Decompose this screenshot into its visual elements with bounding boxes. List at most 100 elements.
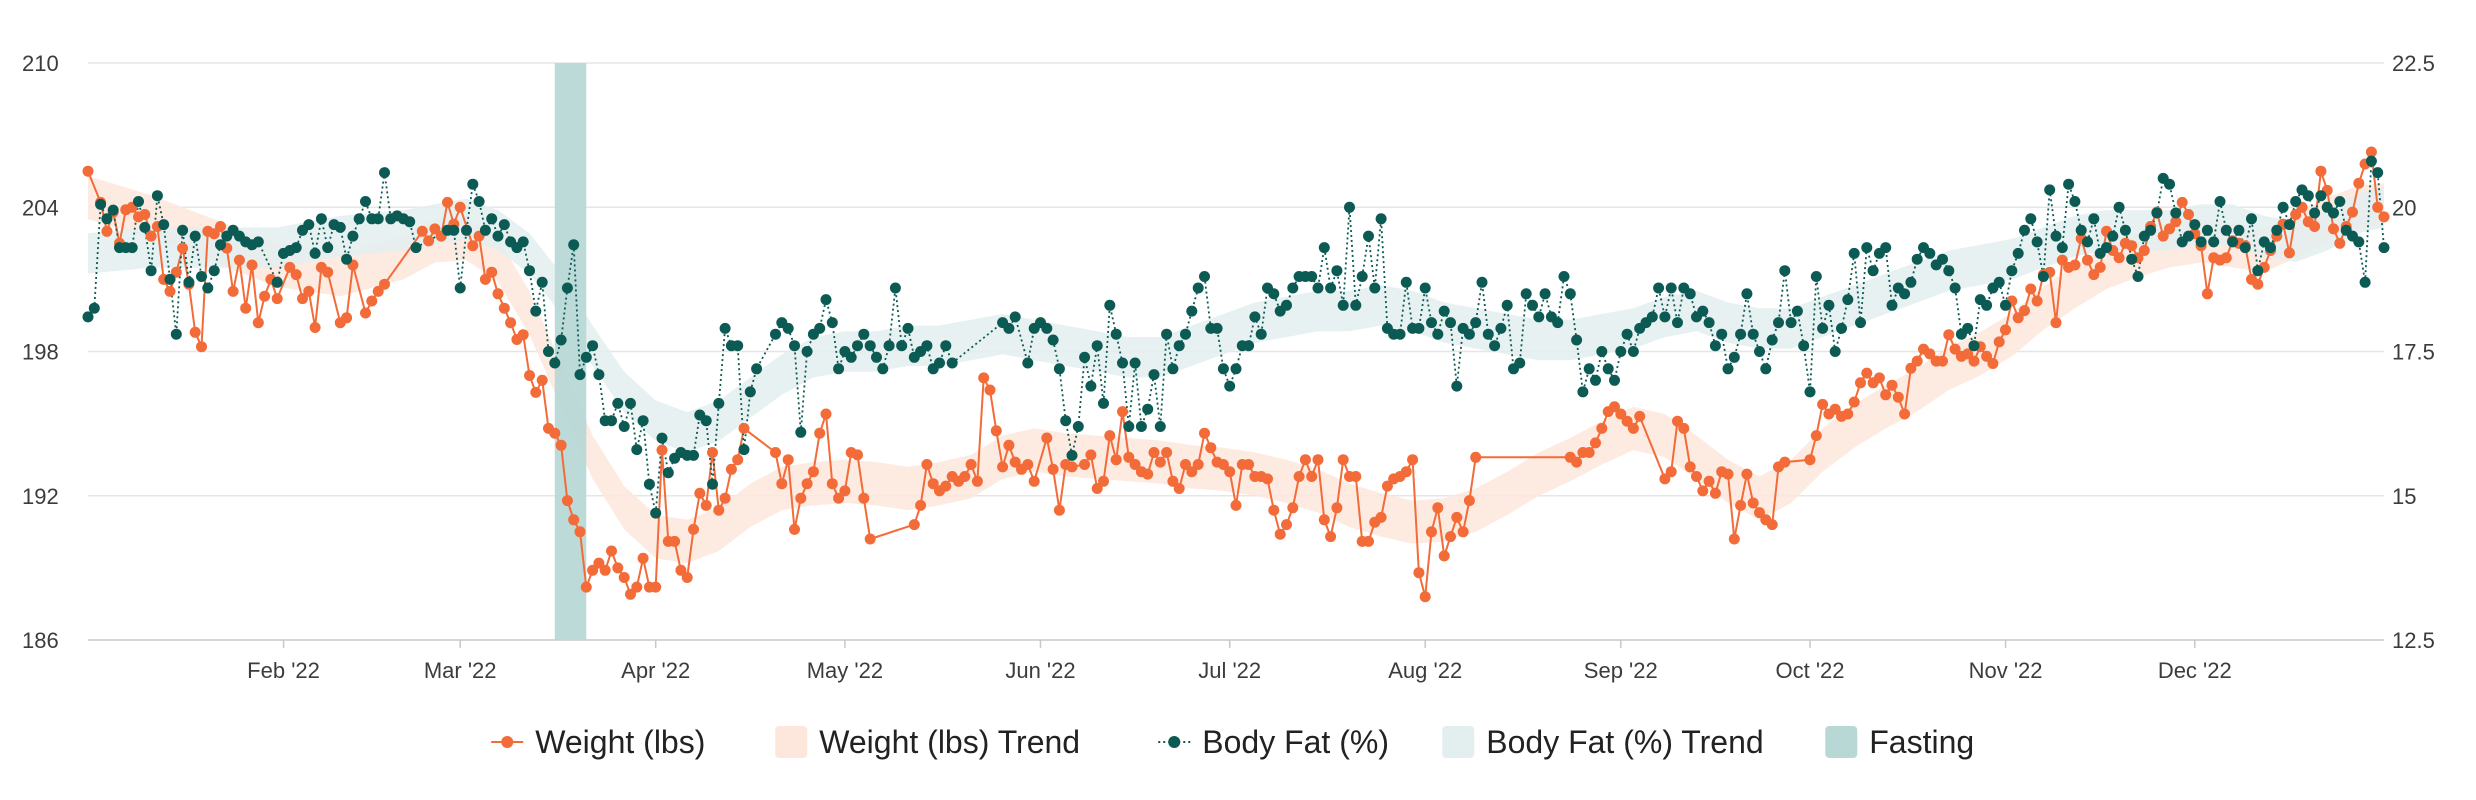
data-point[interactable] [2000, 324, 2011, 336]
data-point[interactable] [158, 219, 170, 231]
data-point[interactable] [2132, 271, 2144, 282]
data-point[interactable] [1009, 456, 1021, 468]
data-point[interactable] [1066, 461, 1078, 473]
data-point[interactable] [1615, 408, 1627, 420]
data-point[interactable] [145, 230, 157, 242]
data-point[interactable] [1937, 355, 1948, 367]
data-point[interactable] [2220, 224, 2232, 236]
data-point[interactable] [290, 242, 302, 254]
data-point[interactable] [1400, 466, 1412, 478]
data-point[interactable] [2328, 207, 2339, 219]
data-point[interactable] [517, 236, 529, 248]
data-point[interactable] [2378, 242, 2390, 254]
data-point[interactable] [2189, 219, 2201, 231]
data-point[interactable] [1798, 340, 1810, 352]
data-point[interactable] [1022, 357, 1034, 369]
data-point[interactable] [1773, 317, 1784, 329]
data-point[interactable] [315, 213, 327, 225]
data-point[interactable] [694, 487, 706, 499]
data-point[interactable] [606, 415, 617, 427]
data-point[interactable] [1400, 276, 1412, 288]
data-point[interactable] [656, 444, 668, 456]
data-point[interactable] [1167, 363, 1179, 375]
data-point[interactable] [1438, 305, 1450, 317]
data-point[interactable] [2069, 196, 2081, 207]
data-point[interactable] [1829, 346, 1841, 357]
data-point[interactable] [858, 492, 870, 504]
legend-item-body-fat[interactable]: Body Fat (%) [1158, 724, 1389, 760]
data-point[interactable] [196, 271, 207, 282]
data-point[interactable] [826, 317, 838, 329]
data-point[interactable] [2012, 312, 2024, 324]
data-point[interactable] [1823, 299, 1835, 311]
data-point[interactable] [770, 328, 781, 340]
data-point[interactable] [2094, 261, 2106, 273]
data-point[interactable] [1501, 299, 1513, 311]
data-point[interactable] [1659, 473, 1671, 485]
data-point[interactable] [1861, 367, 1873, 379]
data-point[interactable] [1463, 328, 1475, 340]
data-point[interactable] [1041, 322, 1053, 334]
data-point[interactable] [814, 427, 826, 439]
data-point[interactable] [1905, 362, 1917, 374]
data-point[interactable] [1829, 403, 1841, 415]
data-point[interactable] [1741, 288, 1753, 300]
data-point[interactable] [1161, 447, 1173, 458]
data-point[interactable] [215, 239, 226, 251]
data-point[interactable] [782, 454, 794, 466]
data-point[interactable] [1123, 451, 1135, 463]
data-point[interactable] [1691, 471, 1702, 482]
data-point[interactable] [871, 351, 882, 363]
data-point[interactable] [1085, 380, 1097, 392]
data-point[interactable] [353, 213, 365, 225]
data-point[interactable] [675, 564, 687, 576]
data-point[interactable] [1514, 357, 1526, 369]
data-point[interactable] [1861, 242, 1873, 254]
data-point[interactable] [883, 340, 895, 352]
data-point[interactable] [1659, 311, 1671, 323]
data-point[interactable] [1318, 514, 1330, 526]
data-point[interactable] [473, 196, 485, 207]
data-point[interactable] [946, 357, 958, 369]
data-point[interactable] [1476, 276, 1488, 288]
data-point[interactable] [1735, 499, 1747, 511]
data-point[interactable] [637, 415, 649, 427]
data-point[interactable] [1552, 317, 1564, 329]
data-point[interactable] [2195, 236, 2207, 248]
data-point[interactable] [1766, 334, 1778, 346]
data-point[interactable] [1098, 397, 1109, 409]
data-point[interactable] [568, 514, 580, 526]
data-point[interactable] [1047, 463, 1059, 475]
data-point[interactable] [1129, 459, 1141, 470]
data-point[interactable] [801, 478, 813, 490]
data-point[interactable] [1817, 322, 1829, 334]
data-point[interactable] [2315, 190, 2327, 202]
data-point[interactable] [2271, 224, 2283, 236]
data-point[interactable] [1855, 317, 1866, 329]
data-point[interactable] [2037, 271, 2049, 282]
data-point[interactable] [587, 340, 599, 352]
data-point[interactable] [139, 209, 151, 220]
data-point[interactable] [461, 224, 472, 236]
data-point[interactable] [1318, 242, 1330, 254]
data-point[interactable] [1350, 471, 1362, 482]
data-point[interactable] [423, 235, 435, 247]
data-point[interactable] [2088, 269, 2100, 281]
data-point[interactable] [372, 285, 384, 297]
data-point[interactable] [1722, 468, 1734, 480]
data-point[interactable] [574, 526, 586, 538]
data-point[interactable] [725, 463, 737, 475]
data-point[interactable] [1268, 504, 1280, 516]
data-point[interactable] [789, 340, 800, 352]
data-point[interactable] [1634, 410, 1646, 422]
data-point[interactable] [700, 499, 712, 511]
data-point[interactable] [2056, 254, 2068, 266]
data-point[interactable] [2164, 178, 2175, 190]
data-point[interactable] [1394, 328, 1406, 340]
data-point[interactable] [1375, 213, 1387, 225]
data-point[interactable] [2101, 242, 2112, 254]
data-point[interactable] [1943, 329, 1955, 341]
data-point[interactable] [505, 317, 517, 329]
data-point[interactable] [965, 459, 977, 470]
data-point[interactable] [1533, 311, 1545, 323]
